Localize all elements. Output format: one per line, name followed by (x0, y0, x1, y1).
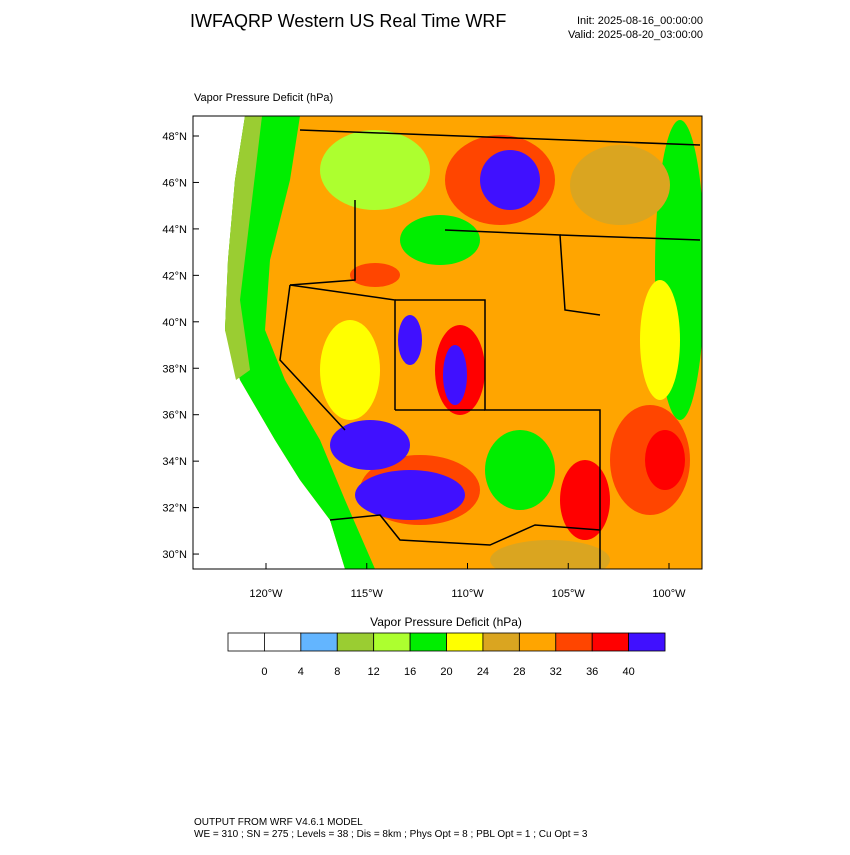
map-field (193, 116, 702, 569)
color-box (264, 632, 302, 652)
region (320, 320, 380, 420)
title: IWFAQRP Western US Real Time WRF (190, 11, 506, 31)
region (645, 430, 685, 490)
colorbar-label: 12 (368, 666, 380, 678)
lat-label: 44°N (162, 224, 187, 236)
region (640, 280, 680, 400)
footer-line: WE = 310 ; SN = 275 ; Levels = 38 ; Dis … (194, 829, 588, 840)
colorbar-label: 36 (586, 666, 598, 678)
lat-label: 36°N (162, 410, 187, 422)
field-label: Vapor Pressure Deficit (hPa) (194, 92, 333, 104)
region (398, 315, 422, 365)
colorbar-title: Vapor Pressure Deficit (hPa) (370, 615, 522, 629)
colorbar-label: 20 (440, 666, 452, 678)
lon-labels: 120°W 115°W 110°W 105°W 100°W (249, 563, 686, 600)
lat-labels: 48°N 46°N 44°N 42°N 40°N 38°N 36°N 34°N 32°N 30°N (162, 131, 199, 561)
lat-label: 30°N (162, 549, 187, 561)
lat-label: 42°N (162, 270, 187, 282)
color-box (446, 632, 484, 652)
colorbar-label: 0 (261, 666, 267, 678)
region (560, 460, 610, 540)
lon-label: 115°W (351, 588, 384, 600)
colorbar-label: 4 (298, 666, 304, 678)
region (480, 150, 540, 210)
lat-label: 34°N (162, 456, 187, 468)
coast-band (225, 116, 375, 569)
region (400, 215, 480, 265)
color-box (227, 632, 265, 652)
region (443, 345, 467, 405)
map-frame (192, 115, 703, 570)
footer-line: OUTPUT FROM WRF V4.6.1 MODEL (194, 817, 363, 828)
region (350, 263, 400, 287)
borders (279, 129, 701, 569)
colorbar-label: 16 (404, 666, 416, 678)
coast-edge (225, 116, 262, 380)
colorbar-label: 32 (550, 666, 562, 678)
color-box (300, 632, 338, 652)
color-box (482, 632, 520, 652)
region (355, 470, 465, 520)
color-box (518, 632, 557, 652)
colorbar-label: 28 (513, 666, 525, 678)
region (485, 430, 555, 510)
lat-label: 48°N (162, 131, 187, 143)
color-box (373, 632, 411, 652)
lat-label: 38°N (162, 363, 187, 375)
valid-time: Valid: 2025-08-20_03:00:00 (568, 29, 703, 41)
region (490, 540, 610, 569)
region (570, 145, 670, 225)
lat-label: 32°N (162, 503, 187, 515)
colorbar-label: 8 (334, 666, 340, 678)
region (330, 420, 410, 470)
colorbar-label: 40 (622, 666, 634, 678)
colorbar-label: 24 (477, 666, 489, 678)
colorbar: 0 4 8 12 16 20 24 28 32 36 40 (227, 632, 666, 678)
color-box (336, 632, 375, 652)
lat-label: 40°N (162, 317, 187, 329)
color-box (628, 632, 666, 652)
lat-label: 46°N (162, 177, 187, 189)
region (320, 130, 430, 210)
color-box (555, 632, 593, 652)
lon-label: 100°W (652, 588, 686, 600)
init-time: Init: 2025-08-16_00:00:00 (577, 15, 703, 27)
lon-label: 120°W (249, 588, 283, 600)
color-box (409, 632, 447, 652)
color-box (591, 632, 630, 652)
lon-label: 105°W (552, 588, 586, 600)
ocean (193, 116, 345, 569)
lon-label: 110°W (451, 588, 484, 600)
